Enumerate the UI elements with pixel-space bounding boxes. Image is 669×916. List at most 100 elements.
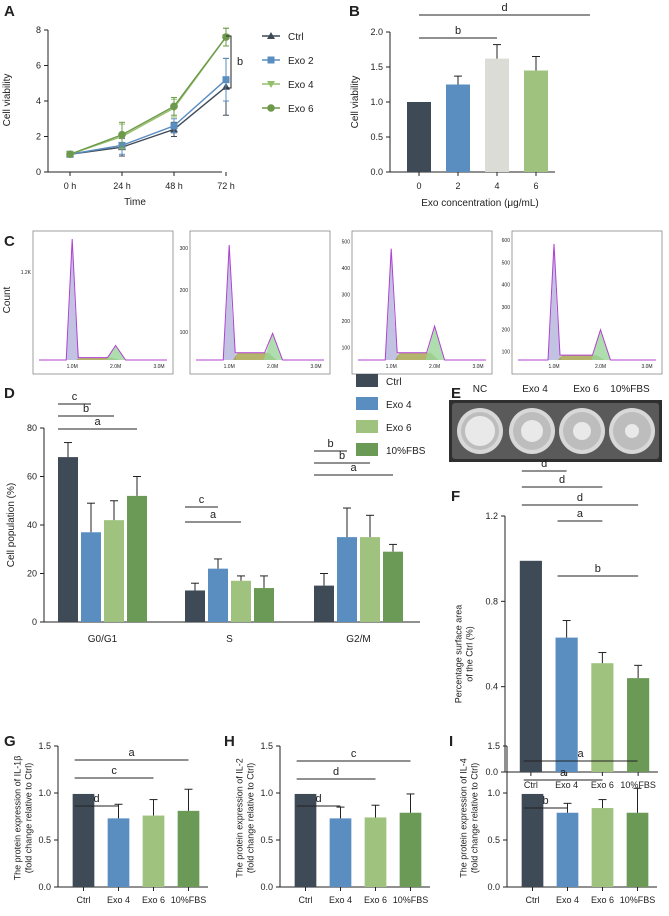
panel-letter-H: H <box>224 733 235 750</box>
panel-letter-C: C <box>4 233 15 250</box>
histogram-frame-0 <box>32 230 174 375</box>
bar-I-Ctrl <box>521 793 544 887</box>
histogram-fit-curve <box>358 248 486 361</box>
y-axis-label-C: Count <box>2 286 13 313</box>
data-point-A <box>222 33 230 41</box>
sig-label-F: d <box>577 492 583 504</box>
hist-x-tick-label: 2.0M <box>595 364 606 370</box>
g1-peak-fill <box>223 245 237 360</box>
legend-label-A: Exo 4 <box>288 80 314 91</box>
y-axis-label-H: (fold change relative to Ctrl) <box>246 763 256 874</box>
sig-label-D: b <box>339 450 345 462</box>
y-axis-label-A: Cell viability <box>2 74 13 127</box>
y-tick-label-H: 0.0 <box>260 882 273 892</box>
bar-D-G0/G1 <box>58 457 78 622</box>
g1-peak-fill <box>66 239 80 360</box>
y-tick-label-A: 6 <box>36 61 41 71</box>
y-tick-label-D: 0 <box>32 617 37 627</box>
data-point-A <box>66 150 74 159</box>
sig-label-F: a <box>577 508 584 520</box>
x-tick-label-A: 0 h <box>64 181 77 191</box>
x-tick-label-B: 0 <box>416 181 421 191</box>
bar-F-Ctrl <box>519 560 542 772</box>
y-tick-label-B: 1.0 <box>370 97 383 107</box>
bar-I-Exo 6 <box>591 808 614 887</box>
bar-I-Exo 4 <box>556 812 579 887</box>
bar-D-G2/M <box>314 585 334 622</box>
bar-H-Exo 6 <box>364 817 387 887</box>
legend-label-A: Exo 2 <box>288 56 314 67</box>
x-tick-label-A: 24 h <box>113 181 131 191</box>
g2-peak-fill <box>106 345 126 360</box>
cell-spot <box>573 422 591 440</box>
bar-D-G2/M <box>360 537 380 622</box>
bar-B-2 <box>446 84 470 172</box>
series-line-Exo-2 <box>69 79 227 155</box>
y-tick-label-I: 0.5 <box>487 835 500 845</box>
hist-y-tick-label: 500 <box>502 260 511 266</box>
x-tick-label-I: Ctrl <box>526 895 540 905</box>
hist-x-tick-label: 3.0M <box>472 364 483 370</box>
hist-y-tick-label: 400 <box>502 283 511 289</box>
x-tick-label-G: Ctrl <box>77 895 91 905</box>
sig-label-D: b <box>327 438 333 450</box>
y-tick-label-A: 2 <box>36 132 41 142</box>
y-tick-label-G: 0.0 <box>38 882 51 892</box>
y-tick-label-G: 1.0 <box>38 788 51 798</box>
x-tick-label-F: 10%FBS <box>620 780 656 790</box>
panel-letter-F: F <box>451 488 460 505</box>
bar-D-G2/M <box>337 537 357 622</box>
x-tick-label-F: Ctrl <box>524 780 538 790</box>
y-tick-label-D: 40 <box>27 520 37 530</box>
bar-H-Ctrl <box>294 793 317 887</box>
y-axis-label-I-group: The protein expression of IL-4 (fold chan… <box>459 758 480 878</box>
y-tick-label-F: 0.8 <box>485 596 498 606</box>
y-axis-label-C-group: Count <box>2 286 13 313</box>
x-tick-label-A: 48 h <box>165 181 183 191</box>
data-point-A <box>222 76 230 84</box>
histogram-fit-curve <box>518 243 656 361</box>
panel-letter-G: G <box>4 733 16 750</box>
hist-y-tick-label: 1.2K <box>21 270 32 276</box>
x-tick-label-G: Exo 4 <box>107 895 130 905</box>
legend-swatch-D <box>356 397 378 410</box>
x-tick-label-D: G2/M <box>346 634 370 645</box>
sig-label-D: a <box>350 462 357 474</box>
g1-peak-fill <box>548 243 561 360</box>
histogram-fit-curve <box>39 238 167 361</box>
hist-y-tick-label: 300 <box>342 293 351 299</box>
x-tick-label-H: Exo 6 <box>364 895 387 905</box>
panel-letter-A: A <box>4 3 15 20</box>
hist-y-tick-label: 200 <box>502 327 511 333</box>
y-tick-label-B: 0.5 <box>370 132 383 142</box>
x-tick-label-I: Exo 4 <box>556 895 579 905</box>
hist-y-tick-label: 300 <box>180 246 189 252</box>
series-line-Exo-4 <box>69 36 227 155</box>
x-tick-label-H: 10%FBS <box>393 895 429 905</box>
hist-y-tick-label: 100 <box>502 350 511 356</box>
hist-x-tick-label: 1.0M <box>386 364 397 370</box>
x-tick-label-B: 2 <box>455 181 460 191</box>
g2-peak-fill <box>263 333 283 360</box>
well-label-E: 10%FBS <box>610 384 650 395</box>
histogram-frame-2 <box>351 230 493 375</box>
bar-D-G0/G1 <box>81 532 101 622</box>
sig-label-G: a <box>129 747 136 759</box>
sig-label-D: c <box>199 494 205 506</box>
bar-B-6 <box>524 70 548 172</box>
series-line-Exo-6 <box>69 36 227 155</box>
y-tick-label-B: 2.0 <box>370 27 383 37</box>
y-axis-label-G: The protein expression of IL-1β <box>13 756 23 881</box>
y-axis-label-H: The protein expression of IL-2 <box>235 758 245 878</box>
bar-H-10%FBS <box>399 812 422 887</box>
x-tick-label-B: 6 <box>533 181 538 191</box>
sig-label-G: d <box>94 793 100 805</box>
well-label-E: Exo 4 <box>522 384 548 395</box>
legend-marker-A <box>267 81 275 88</box>
cell-spot <box>625 424 639 438</box>
hist-y-tick-label: 400 <box>342 266 351 272</box>
x-axis-label-A: Time <box>124 197 146 208</box>
hist-y-tick-label: 600 <box>502 238 511 244</box>
sig-label-F: d <box>541 458 547 470</box>
